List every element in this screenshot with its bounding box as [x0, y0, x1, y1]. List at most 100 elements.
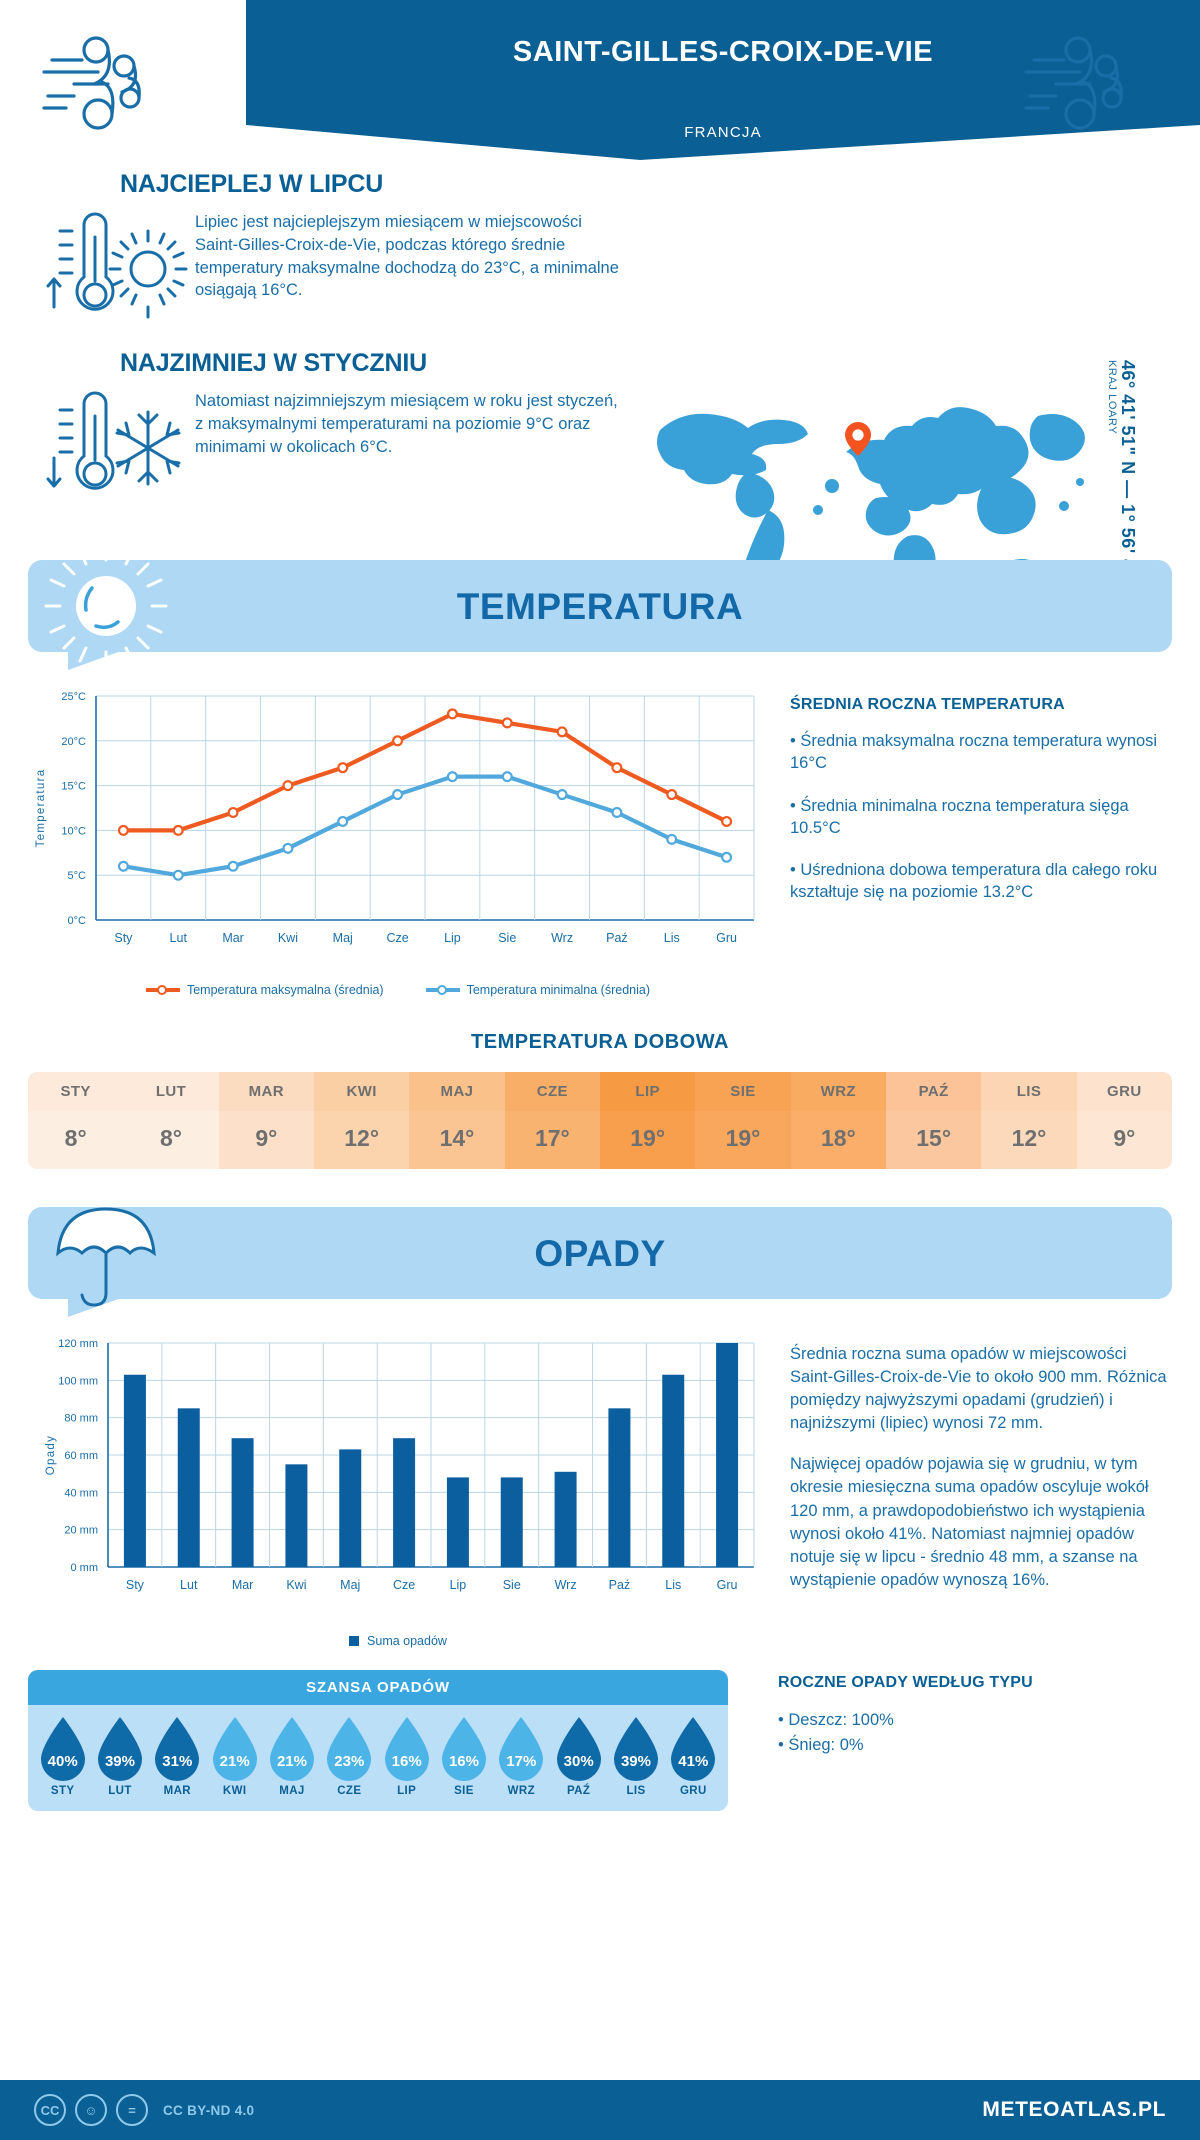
- y-axis-tick: 25°C: [61, 691, 86, 703]
- precipitation-chart-legend: Suma opadów: [28, 1634, 768, 1648]
- table-value-cell: 19°: [600, 1111, 696, 1169]
- chance-value: 23%: [334, 1753, 365, 1770]
- table-value-cell: 19°: [695, 1111, 791, 1169]
- data-point: [392, 735, 404, 747]
- table-header-cell: MAJ: [409, 1072, 505, 1111]
- chance-month-label: WRZ: [507, 1785, 536, 1797]
- chance-value: 21%: [219, 1753, 250, 1770]
- list-item: 39% LUT: [91, 1717, 148, 1803]
- daily-temperature-title: TEMPERATURA DOBOWA: [471, 1031, 729, 1053]
- table-value-cell: 17°: [504, 1111, 600, 1169]
- table-header-cell: LIP: [600, 1072, 696, 1111]
- thermometer-down-icon: [46, 391, 115, 490]
- table-header-cell: KWI: [314, 1072, 410, 1111]
- data-point: [666, 789, 678, 801]
- x-axis-tick: Sie: [503, 1578, 521, 1592]
- table-header-cell: STY: [28, 1072, 124, 1111]
- data-point: [227, 806, 239, 818]
- x-axis-tick: Mar: [232, 1578, 254, 1592]
- y-axis-title: Temperatura: [35, 769, 47, 848]
- summary-bullet: • Średnia minimalna roczna temperatura s…: [790, 796, 1129, 837]
- data-point: [611, 762, 623, 774]
- y-axis-tick: 15°C: [61, 781, 86, 793]
- x-axis-tick: Maj: [333, 931, 353, 945]
- cc-icon: CC: [34, 2094, 66, 2126]
- page-title: SAINT-GILLES-CROIX-DE-VIE: [512, 36, 934, 68]
- table-value-cell: 8°: [123, 1111, 219, 1169]
- table-value-cell: 14°: [409, 1111, 505, 1169]
- bar: [554, 1471, 577, 1567]
- bar: [716, 1343, 739, 1567]
- series-line: [121, 711, 729, 833]
- chance-value: 16%: [391, 1753, 422, 1770]
- table-header-cell: MAR: [218, 1072, 314, 1111]
- table-header-cell: WRZ: [790, 1072, 886, 1111]
- table-header-cell: GRU: [1076, 1072, 1172, 1111]
- thermometer-up-icon: [46, 212, 115, 311]
- location-pin-icon: [845, 422, 871, 456]
- x-axis-tick: Paź: [609, 1578, 631, 1592]
- table-header-cell: SIE: [695, 1072, 791, 1111]
- chance-month-label: MAR: [163, 1785, 192, 1797]
- data-point: [172, 869, 184, 881]
- table-header-cell: CZE: [504, 1072, 600, 1111]
- water-drop-icon: 39%: [94, 1717, 146, 1783]
- license-label: CC BY-ND 4.0: [163, 2102, 255, 2118]
- y-axis-tick: 5°C: [68, 870, 87, 882]
- daily-temperature-table: STY LUT MAR KWI MAJ CZE LIP SIE WRZ PAŹ LIS GRU 8° 8°…: [28, 1072, 1172, 1169]
- temperature-section-banner: TEMPERATURA: [28, 544, 1172, 670]
- x-axis-tick: Lip: [444, 931, 461, 945]
- water-drop-icon: 17%: [495, 1717, 547, 1783]
- x-axis-tick: Wrz: [555, 1578, 577, 1592]
- chance-value: 40%: [47, 1753, 78, 1770]
- data-point: [227, 860, 239, 872]
- fact-text: Lipiec jest najcieplejszym miesiącem w m…: [195, 213, 619, 300]
- x-axis-tick: Lut: [170, 931, 188, 945]
- legend-label-precip: Suma opadów: [367, 1634, 447, 1648]
- series-line: [121, 774, 729, 878]
- precipitation-bar-chart: 0 mm 20 mm 40 mm 60 mm 80 mm 100 mm 120 mm Sty L…: [28, 1329, 768, 1670]
- list-item: 40% STY: [34, 1717, 91, 1803]
- page-header: SAINT-GILLES-CROIX-DE-VIE FRANCJA: [0, 0, 1200, 160]
- chance-value: 17%: [506, 1753, 537, 1770]
- x-axis-tick: Lip: [450, 1578, 467, 1592]
- list-item: 16% LIP: [378, 1717, 435, 1803]
- bar: [285, 1464, 308, 1567]
- y-axis-tick: 80 mm: [64, 1413, 98, 1425]
- x-axis-tick: Lis: [665, 1578, 681, 1592]
- list-item: 21% KWI: [206, 1717, 263, 1803]
- y-axis-tick: 100 mm: [58, 1375, 98, 1387]
- chance-value: 39%: [620, 1753, 651, 1770]
- precipitation-chance-panel: SZANSA OPADÓW 40% STY 39% LUT 31% MAR 21% KWI 21…: [28, 1670, 728, 1811]
- data-point: [501, 717, 513, 729]
- fact-icon-group: [40, 207, 195, 327]
- legend-swatch-max: [145, 984, 180, 996]
- wind-icon: [1016, 22, 1166, 132]
- facts-column: NAJCIEPLEJ W LIPCU: [40, 170, 620, 528]
- chance-month-label: SIE: [454, 1785, 474, 1797]
- chance-grid: 40% STY 39% LUT 31% MAR 21% KWI 21% MAJ 23% CZE 16% L…: [28, 1705, 728, 1811]
- chance-month-label: LIS: [626, 1785, 646, 1797]
- chance-month-label: MAJ: [279, 1785, 305, 1797]
- x-axis-tick: Mar: [222, 931, 244, 945]
- temperature-line-chart: 0°C 5°C 10°C 15°C 20°C 25°C Sty Lut Mar Kwi Maj Cze…: [28, 682, 768, 997]
- y-axis-tick: 40 mm: [64, 1487, 98, 1499]
- water-drop-icon: 31%: [151, 1717, 203, 1783]
- chance-month-label: KWI: [222, 1785, 247, 1797]
- chance-value: 21%: [276, 1753, 307, 1770]
- x-axis-tick: Cze: [393, 1578, 415, 1592]
- bar: [231, 1438, 254, 1567]
- y-axis-tick: 20 mm: [64, 1525, 98, 1537]
- x-axis-tick: Sie: [498, 931, 516, 945]
- data-point: [501, 771, 513, 783]
- chance-value: 41%: [678, 1753, 709, 1770]
- data-point: [721, 815, 733, 827]
- data-point: [392, 789, 404, 801]
- legend-swatch-min: [425, 984, 460, 996]
- chance-month-label: LUT: [108, 1785, 132, 1797]
- y-axis-tick: 0 mm: [71, 1562, 99, 1574]
- x-axis-tick: Sty: [114, 931, 133, 945]
- table-value-cell: 8°: [28, 1111, 124, 1169]
- list-item: 17% WRZ: [493, 1717, 550, 1803]
- legend-item-min: Temperatura minimalna (średnia): [425, 983, 650, 997]
